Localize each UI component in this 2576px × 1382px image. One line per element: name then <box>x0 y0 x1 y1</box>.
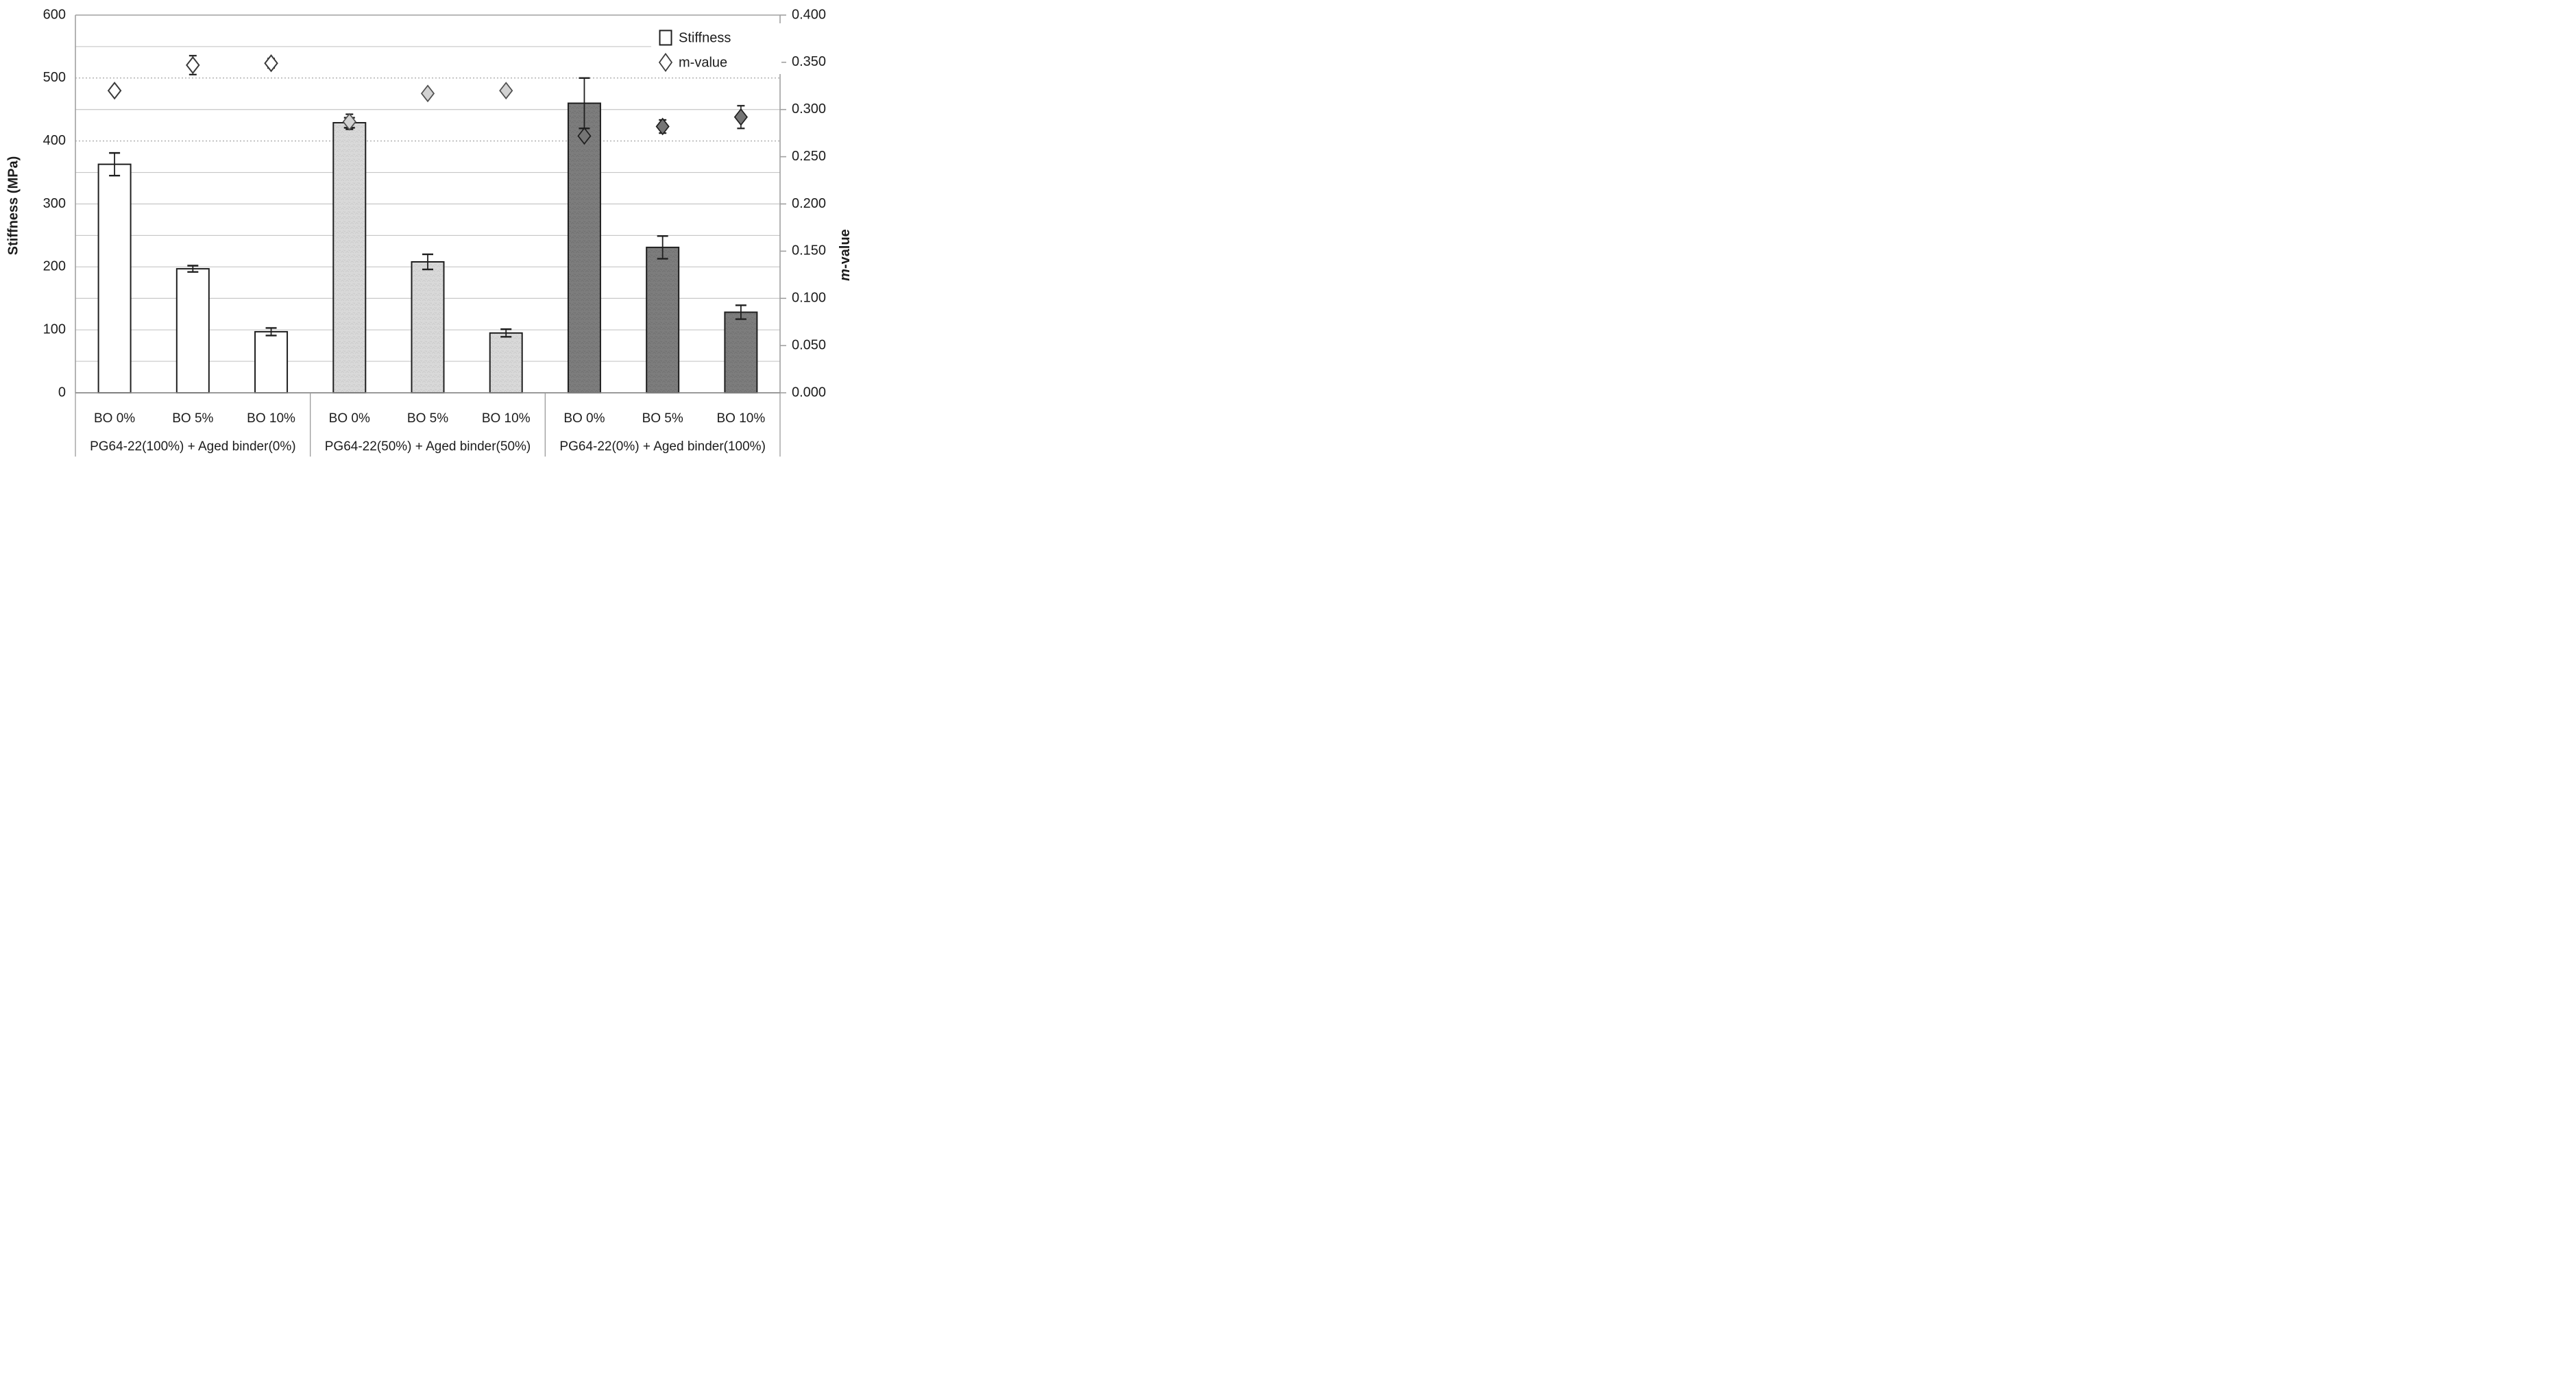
category-label-BO 0%: BO 0% <box>94 411 135 426</box>
left-tick-label-600: 600 <box>43 7 66 22</box>
left-tick-label-400: 400 <box>43 133 66 148</box>
bbr-stiffness-mvalue-chart: 600 500 400 300 200 100 0 0.400 0.350 0.300 0.250 0… <box>0 0 858 461</box>
bar-PG64-22(50%) + Aged binder(50%)-BO 10% <box>489 332 523 393</box>
right-tick-label-0.000: 0.000 <box>792 385 826 400</box>
bar-PG64-22(0%) + Aged binder(100%)-BO 5% <box>646 246 680 393</box>
right-tick-label-0.150: 0.150 <box>792 243 826 258</box>
m-value-marker-PG64-22(50%) + Aged binder(50%)-BO 10% <box>499 82 513 100</box>
category-label-BO 10%: BO 10% <box>482 411 531 426</box>
legend-m-value-label: m-value <box>679 55 727 70</box>
legend-background <box>651 23 781 74</box>
m-value-marker-PG64-22(0%) + Aged binder(100%)-BO 5% <box>655 117 670 136</box>
m-value-marker-PG64-22(100%) + Aged binder(0%)-BO 5% <box>186 56 200 75</box>
right-tick-label-0.300: 0.300 <box>792 101 826 117</box>
left-axis-title: Stiffness (MPa) <box>5 156 21 255</box>
right-tick-label-0.350: 0.350 <box>792 54 826 69</box>
right-tick-label-0.050: 0.050 <box>792 337 826 352</box>
left-tick-label-500: 500 <box>43 70 66 85</box>
right-axis-ticks: 0.400 0.350 0.300 0.250 0.200 0.150 0.100 0.050… <box>780 7 826 400</box>
right-tick-label-0.200: 0.200 <box>792 196 826 211</box>
bar-PG64-22(100%) + Aged binder(0%)-BO 5% <box>175 268 210 394</box>
bar-PG64-22(0%) + Aged binder(100%)-BO 10% <box>724 311 758 394</box>
m-value-marker-PG64-22(100%) + Aged binder(0%)-BO 0% <box>107 82 122 100</box>
legend: Stiffness m-value <box>651 23 781 74</box>
left-tick-label-100: 100 <box>43 322 66 337</box>
category-label-BO 10%: BO 10% <box>717 411 766 426</box>
category-label-BO 0%: BO 0% <box>329 411 370 426</box>
category-label-BO 0%: BO 0% <box>563 411 605 426</box>
right-axis-title: m-value <box>838 229 853 281</box>
m-value-marker-PG64-22(0%) + Aged binder(100%)-BO 10% <box>733 108 748 126</box>
m-value-marker-PG64-22(100%) + Aged binder(0%)-BO 10% <box>264 54 278 73</box>
left-tick-label-300: 300 <box>43 196 66 211</box>
m-value-group-0 <box>107 54 278 100</box>
m-value-marker-PG64-22(50%) + Aged binder(50%)-BO 0% <box>342 112 356 131</box>
group-label-0: PG64-22(100%) + Aged binder(0%) <box>90 439 295 454</box>
category-labels: BO 0% BO 5% BO 10% PG64-22(100%) + Aged bin… <box>90 411 766 454</box>
left-axis-ticks: 600 500 400 300 200 100 0 <box>43 7 66 400</box>
axis-titles: Stiffness (MPa) m-value <box>5 156 853 281</box>
category-label-BO 5%: BO 5% <box>172 411 213 426</box>
group-label-2: PG64-22(0%) + Aged binder(100%) <box>559 439 765 454</box>
bar-PG64-22(50%) + Aged binder(50%)-BO 5% <box>411 260 445 393</box>
bar-PG64-22(100%) + Aged binder(0%)-BO 10% <box>254 330 289 393</box>
bar-PG64-22(0%) + Aged binder(100%)-BO 0% <box>567 102 601 393</box>
bar-PG64-22(100%) + Aged binder(0%)-BO 0% <box>97 163 132 394</box>
m-value-group-2 <box>577 105 748 145</box>
legend-m-value-diamond-icon <box>658 52 673 73</box>
right-tick-label-0.100: 0.100 <box>792 291 826 306</box>
category-label-BO 10%: BO 10% <box>247 411 295 426</box>
category-separators <box>75 393 781 457</box>
right-tick-label-0.250: 0.250 <box>792 149 826 164</box>
m-value-marker-PG64-22(0%) + Aged binder(100%)-BO 0% <box>577 127 592 145</box>
bars-group-2 <box>567 77 758 394</box>
chart-canvas: 60050040030020010000.4000.3500.3000.2500… <box>5 7 853 457</box>
category-label-BO 5%: BO 5% <box>407 411 448 426</box>
m-value-marker-PG64-22(50%) + Aged binder(50%)-BO 5% <box>420 84 435 103</box>
bars-group-1 <box>332 117 523 393</box>
category-label-BO 5%: BO 5% <box>642 411 683 426</box>
m-value-group-1 <box>342 82 513 131</box>
left-tick-label-200: 200 <box>43 259 66 274</box>
legend-stiffness-square-icon <box>659 29 672 46</box>
bar-PG64-22(50%) + Aged binder(50%)-BO 0% <box>332 122 367 393</box>
right-tick-label-0.400: 0.400 <box>792 7 826 22</box>
bars-group-0 <box>97 151 289 394</box>
group-label-1: PG64-22(50%) + Aged binder(50%) <box>325 439 531 454</box>
left-tick-label-0: 0 <box>58 385 66 400</box>
legend-stiffness-label: Stiffness <box>679 30 731 45</box>
